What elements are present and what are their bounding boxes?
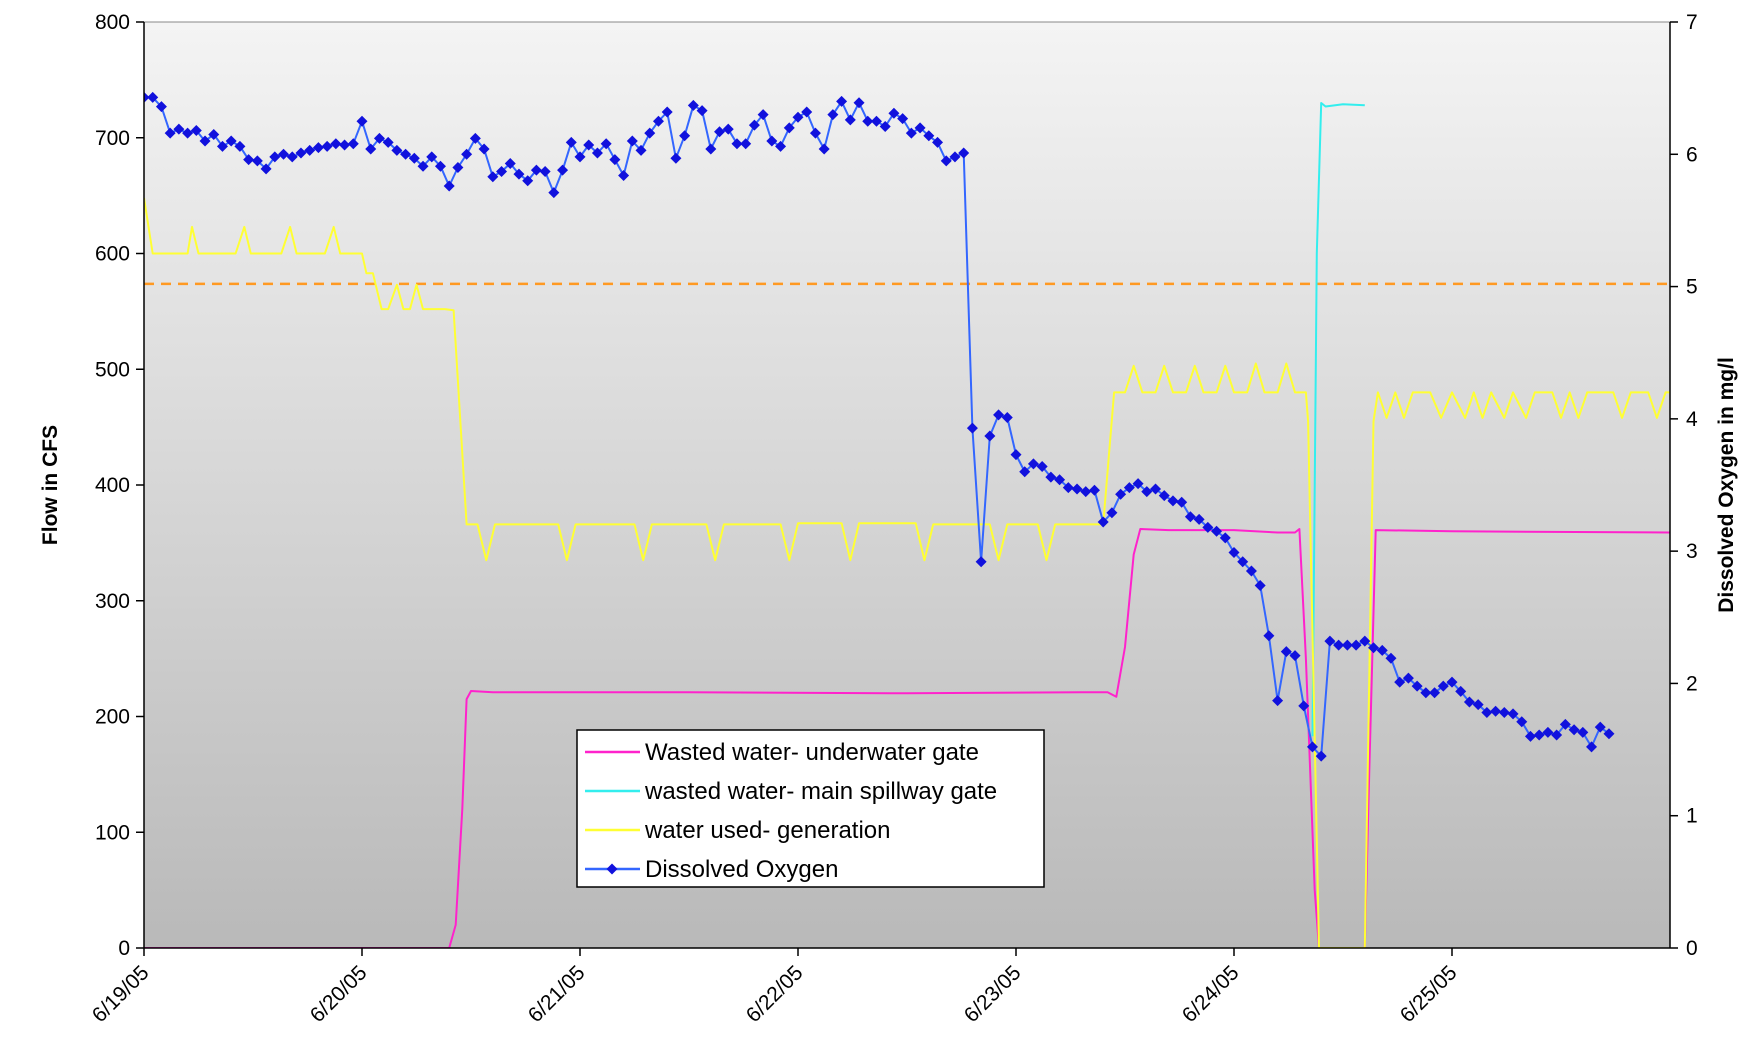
y2-tick-label: 5	[1686, 276, 1698, 299]
legend-label: wasted water- main spillway gate	[644, 778, 997, 805]
y-tick-label: 100	[95, 821, 130, 844]
legend: Wasted water- underwater gate wasted wate…	[577, 730, 1044, 887]
y2-tick-label: 2	[1686, 672, 1698, 695]
x-tick-label: 6/20/05	[306, 961, 372, 1027]
y-tick-label: 200	[95, 706, 130, 729]
y-tick-label: 400	[95, 474, 130, 497]
legend-label: Dissolved Oxygen	[645, 856, 838, 883]
x-tick-label: 6/19/05	[88, 961, 154, 1027]
x-tick-label: 6/24/05	[1178, 961, 1244, 1027]
y-axis-title: Flow in CFS	[39, 425, 62, 545]
legend-label: water used- generation	[644, 817, 890, 844]
y2-tick-label: 4	[1686, 408, 1698, 431]
x-tick-label: 6/25/05	[1396, 961, 1462, 1027]
x-tick-label: 6/23/05	[960, 961, 1026, 1027]
y-tick-label: 0	[118, 937, 130, 960]
x-tick-label: 6/21/05	[524, 961, 590, 1027]
legend-label: Wasted water- underwater gate	[645, 739, 979, 766]
y-tick-label: 600	[95, 243, 130, 266]
y2-axis-title: Dissolved Oxygen in mg/l	[1715, 357, 1738, 613]
y-tick-label: 500	[95, 358, 130, 381]
y2-tick-label: 0	[1686, 937, 1698, 960]
y2-tick-label: 6	[1686, 143, 1698, 166]
y2-tick-label: 7	[1686, 11, 1698, 34]
x-tick-label: 6/22/05	[742, 961, 808, 1027]
y2-tick-label: 3	[1686, 540, 1698, 563]
y-tick-label: 800	[95, 11, 130, 34]
y-tick-label: 300	[95, 590, 130, 613]
y2-tick-label: 1	[1686, 805, 1698, 828]
y-tick-label: 700	[95, 127, 130, 150]
